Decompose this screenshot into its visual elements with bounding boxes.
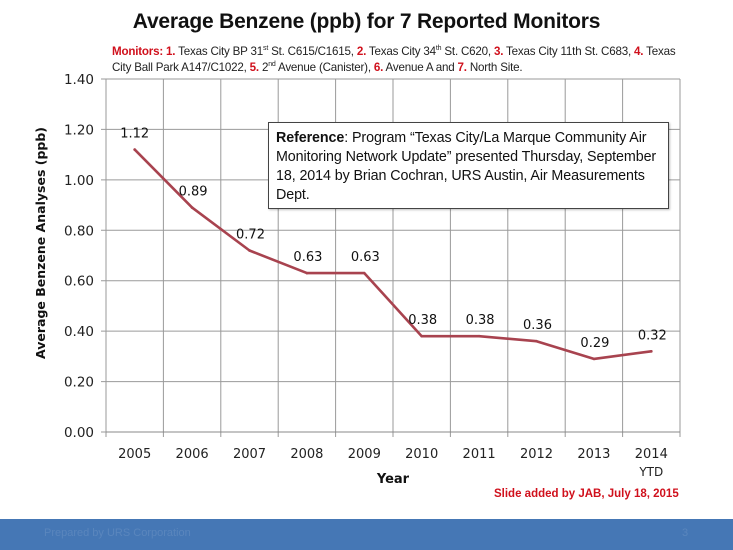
y-tick-label: 0.40 <box>64 324 94 340</box>
y-tick-label: 1.00 <box>64 173 94 189</box>
y-tick-label: 1.40 <box>64 72 94 88</box>
x-tick-label: 2008 <box>290 447 323 462</box>
chart-title: Average Benzene (ppb) for 7 Reported Mon… <box>132 10 601 33</box>
data-point <box>248 249 251 252</box>
data-point <box>190 206 194 209</box>
data-label: 0.63 <box>351 250 380 265</box>
page-number: 3 <box>682 527 689 539</box>
monitors-label: Monitors: <box>112 45 164 58</box>
monitor-number: 6. <box>373 61 384 74</box>
y-tick-label: 1.20 <box>64 122 94 138</box>
monitors-list: Monitors: 1. Texas City BP 31st St. C615… <box>112 44 682 76</box>
y-tick-label: 0.20 <box>64 375 94 391</box>
data-label: 0.38 <box>408 313 437 328</box>
line-chart: 0.00 0.20 0.40 0.60 0.80 1.00 1.20 1.40 2005 2006… <box>33 72 681 487</box>
reference-note: Reference: Program “Texas City/La Marque… <box>268 122 669 209</box>
monitor-superscript: nd <box>268 61 276 68</box>
monitor-item: 1. Texas City BP 31st St. C615/C1615, <box>166 45 357 58</box>
data-label: 0.36 <box>523 318 552 333</box>
x-tick-label: 2007 <box>233 447 266 462</box>
x-tick-label: 2010 <box>405 447 438 462</box>
x-tick-label: 2013 <box>577 447 610 462</box>
data-point <box>420 334 424 338</box>
monitor-number: 3. <box>493 45 504 58</box>
monitor-item: 7. North Site. <box>458 61 523 74</box>
x-tick-label: 2006 <box>176 447 209 462</box>
series-line <box>133 148 653 361</box>
monitor-number: 4. <box>634 45 644 58</box>
monitor-superscript: st <box>263 45 269 52</box>
y-axis-title: Average Benzene Analyses (ppb) <box>33 127 48 359</box>
x-axis-title: Year <box>376 472 410 487</box>
data-label: 0.72 <box>236 227 265 242</box>
monitor-number: 5. <box>249 61 259 74</box>
monitor-text: Texas City Ball Park A147/C1022, <box>112 45 676 74</box>
monitor-text: North Site. <box>466 61 523 74</box>
data-label: 0.89 <box>179 185 208 200</box>
x-tick-label: 2005 <box>118 447 151 462</box>
data-point <box>363 271 366 275</box>
monitor-text-suffix: Avenue (Canister), <box>275 61 374 74</box>
footer-bar: Prepared by URS Corporation 3 <box>0 519 733 550</box>
monitor-text: Texas City 11th St. C683, <box>503 45 635 58</box>
x-tick-sublabel: YTD <box>638 465 663 479</box>
data-point <box>477 334 481 338</box>
data-point <box>650 350 653 353</box>
monitor-text-suffix: St. C620, <box>441 45 494 58</box>
monitor-item: 4. Texas City Ball Park A147/C1022, <box>112 45 676 74</box>
data-point <box>305 271 309 275</box>
data-point <box>535 339 538 343</box>
footer-text: Prepared by URS Corporation <box>44 527 191 539</box>
data-point <box>133 148 136 151</box>
x-tick-label: 2014 <box>635 447 668 462</box>
y-tick-label: 0.60 <box>64 274 94 290</box>
data-label: 0.38 <box>466 313 495 328</box>
monitor-text: Texas City 34 <box>366 45 436 58</box>
monitor-number: 7. <box>457 61 467 74</box>
y-tick-label: 0.00 <box>64 425 94 441</box>
monitor-text: Texas City BP 31 <box>175 45 264 58</box>
data-point <box>592 357 596 361</box>
reference-text: : Program “Texas City/La Marque Communit… <box>276 130 657 203</box>
monitor-item: 5. 2nd Avenue (Canister), <box>250 61 374 74</box>
data-label: 1.12 <box>120 127 149 142</box>
monitor-item: 3. Texas City 11th St. C683, <box>494 45 634 58</box>
monitor-text: Avenue A and <box>383 61 458 74</box>
data-label: 0.63 <box>293 250 322 265</box>
monitor-item: 6. Avenue A and <box>374 61 458 74</box>
y-tick-label: 0.80 <box>64 223 94 239</box>
monitor-item: 2. Texas City 34th St. C620, <box>357 45 494 58</box>
slide-note: Slide added by JAB, July 18, 2015 <box>494 488 679 500</box>
monitor-superscript: th <box>435 45 442 52</box>
monitor-text: 2 <box>258 61 269 74</box>
data-label: 0.32 <box>638 328 667 343</box>
monitor-number: 1. <box>166 45 176 58</box>
data-label: 0.29 <box>580 336 609 351</box>
reference-label: Reference <box>276 130 345 146</box>
x-tick-label: 2009 <box>348 447 381 462</box>
x-tick-label: 2012 <box>520 447 553 462</box>
x-tick-label: 2011 <box>463 447 496 462</box>
monitor-text-suffix: St. C615/C1615, <box>268 45 357 58</box>
monitor-number: 2. <box>356 45 367 58</box>
